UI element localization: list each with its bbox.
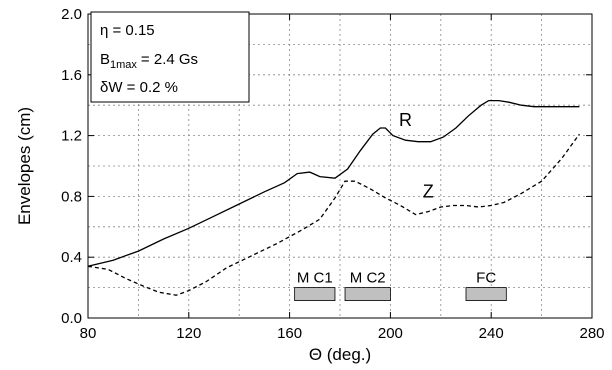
y-tick-label: 1.6 (61, 67, 82, 84)
component-bar-label: M C2 (350, 270, 386, 287)
component-bar-label: M C1 (297, 270, 333, 287)
param-b-subscript: 1max (110, 59, 137, 71)
y-tick-label: 0.4 (61, 249, 82, 266)
component-bar (465, 287, 507, 302)
param-b-value: = 2.4 Gs (141, 51, 198, 68)
y-tick-label: 2.0 (61, 6, 82, 23)
x-tick-label: 80 (80, 325, 97, 342)
y-tick-label: 0.0 (61, 310, 82, 327)
series-z-label: Z (423, 182, 434, 202)
component-bar (344, 287, 391, 302)
series-z-line (87, 133, 580, 296)
x-axis-label: Θ (deg.) (309, 345, 371, 364)
parameter-box: η = 0.15 B1max = 2.4 Gs δW = 0.2 % (90, 11, 250, 103)
series-r-label: R (399, 110, 412, 130)
x-tick-label: 120 (176, 325, 201, 342)
component-bars: M C1 M C2 FC (294, 270, 507, 302)
param-deltaw: δW = 0.2 % (100, 79, 178, 96)
x-tick-label: 160 (277, 325, 302, 342)
parameter-box-frame (90, 11, 250, 103)
component-bar-label: FC (476, 270, 496, 287)
y-tick-label: 0.8 (61, 188, 82, 205)
x-tick-label: 240 (479, 325, 504, 342)
y-axis-label: Envelopes (cm) (15, 107, 34, 225)
y-tick-label: 1.2 (61, 128, 82, 145)
series-layer: RZ (87, 99, 580, 296)
plot-frame (87, 13, 593, 319)
param-eta: η = 0.15 (100, 22, 155, 39)
x-tick-label: 280 (579, 325, 604, 342)
param-bmax-line: B1max = 2.4 Gs (100, 51, 198, 71)
x-tick-label: 200 (378, 325, 403, 342)
param-b: B (100, 51, 110, 68)
axis-ticks: 80 120 160 200 240 280 0.0 0.4 0.8 1.2 1.6 2.0 (61, 6, 604, 342)
series-r-line (87, 99, 580, 267)
component-bar (294, 287, 336, 302)
